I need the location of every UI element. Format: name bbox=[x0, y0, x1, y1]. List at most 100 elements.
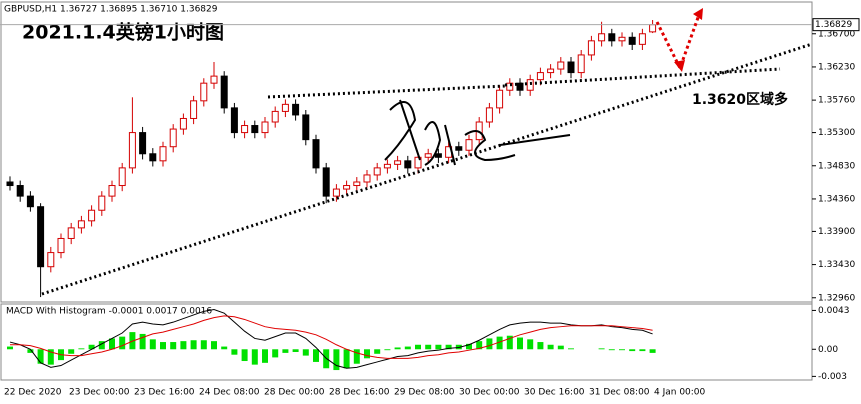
histogram-bar bbox=[27, 349, 34, 353]
y-tick-label: 1.32960 bbox=[818, 293, 855, 303]
candle-body bbox=[455, 146, 463, 151]
candle-body bbox=[577, 54, 585, 74]
histogram-bar bbox=[435, 344, 442, 350]
histogram-bar bbox=[78, 348, 85, 350]
x-tick-label: 31 Dec 08:00 bbox=[589, 388, 650, 398]
candle-body bbox=[210, 75, 218, 84]
candle-body bbox=[598, 33, 606, 42]
candle-body bbox=[118, 167, 126, 187]
y-tick-label: 1.35300 bbox=[818, 128, 855, 138]
histogram-bar bbox=[404, 346, 411, 350]
candle-body bbox=[434, 153, 442, 158]
histogram-bar bbox=[180, 341, 187, 350]
drawings bbox=[41, 8, 813, 296]
x-tick-label: 24 Dec 08:00 bbox=[199, 388, 260, 398]
histogram-bar bbox=[251, 349, 258, 365]
histogram-bar bbox=[394, 347, 401, 350]
histogram-bar bbox=[313, 349, 319, 362]
histogram-bar bbox=[109, 338, 115, 350]
candle-body bbox=[159, 146, 167, 162]
y-tick-label: 1.34830 bbox=[818, 161, 855, 171]
candle-body bbox=[496, 89, 504, 109]
x-tick-label: 30 Dec 00:00 bbox=[459, 388, 520, 398]
y-tick-label: 1.35760 bbox=[818, 96, 855, 106]
y-tick-label: 0.00 bbox=[818, 345, 838, 355]
histogram-bar bbox=[639, 349, 646, 352]
histogram-bar bbox=[88, 344, 95, 350]
candle-body bbox=[281, 103, 289, 112]
candle-body bbox=[465, 139, 473, 151]
histogram-bar bbox=[445, 344, 452, 350]
histogram-bar bbox=[302, 349, 309, 356]
histogram-bar bbox=[476, 341, 483, 350]
histogram-bar bbox=[139, 333, 146, 350]
histogram-bar bbox=[292, 349, 299, 352]
chart-title: 2021.1.4英镑1小时图 bbox=[22, 21, 224, 44]
histogram-bar bbox=[170, 342, 177, 350]
candle-body bbox=[638, 33, 646, 45]
histogram-bar bbox=[241, 349, 248, 362]
histogram-bar bbox=[282, 349, 289, 353]
candle-body bbox=[373, 167, 381, 176]
candle-body bbox=[587, 40, 595, 56]
candle-body bbox=[37, 206, 45, 268]
candle-body bbox=[98, 195, 106, 211]
macd-title: MACD With Histogram -0.0001 0.0017 0.001… bbox=[6, 307, 212, 317]
histogram-bar bbox=[353, 349, 360, 364]
macd-line bbox=[10, 315, 653, 359]
histogram-bar bbox=[190, 340, 197, 350]
annotation: 1.3620区域多 bbox=[692, 91, 788, 108]
y-tick-label: 1.33900 bbox=[818, 227, 855, 237]
candle-body bbox=[26, 195, 34, 208]
histogram-bar bbox=[598, 348, 605, 350]
histogram-bar bbox=[68, 349, 75, 354]
arrow bbox=[655, 11, 702, 72]
arrowhead bbox=[674, 60, 685, 72]
histogram-bar bbox=[272, 349, 279, 358]
candle-body bbox=[332, 188, 340, 197]
histogram-bar bbox=[496, 336, 503, 350]
x-tick-label: 22 Dec 2020 bbox=[4, 388, 62, 398]
candle-body bbox=[363, 174, 371, 183]
histogram-bar bbox=[517, 337, 523, 350]
signature bbox=[384, 99, 571, 166]
candle-body bbox=[230, 107, 238, 134]
x-tick-label: 4 Jan 00:00 bbox=[654, 388, 706, 398]
candle-body bbox=[57, 237, 65, 254]
candle-body bbox=[261, 121, 269, 134]
candle-body bbox=[88, 209, 96, 222]
candle-body bbox=[618, 36, 626, 42]
candle-body bbox=[271, 110, 279, 123]
histogram-bar bbox=[211, 341, 217, 350]
candle-body bbox=[312, 139, 320, 169]
histogram-bar bbox=[200, 340, 207, 350]
histogram-bar bbox=[231, 349, 238, 355]
macd-line bbox=[9, 309, 653, 369]
y-tick-label: 1.33430 bbox=[818, 260, 855, 270]
histogram-bar bbox=[649, 349, 656, 353]
candle-body bbox=[139, 132, 147, 155]
histogram-bar bbox=[506, 335, 513, 350]
histogram-bar bbox=[425, 344, 432, 350]
x-tick-label: 23 Dec 16:00 bbox=[134, 388, 195, 398]
candle-body bbox=[404, 160, 412, 169]
candle-body bbox=[77, 220, 85, 229]
histogram-bar bbox=[364, 349, 370, 359]
histogram-bar bbox=[384, 349, 391, 351]
last-price-label: 1.36829 bbox=[815, 20, 852, 30]
candle-body bbox=[302, 114, 310, 141]
histogram-bar bbox=[262, 349, 268, 363]
histogram-bar bbox=[333, 349, 340, 371]
histogram-bar bbox=[537, 342, 544, 350]
candle-body bbox=[292, 103, 300, 116]
trend-line bbox=[504, 67, 781, 87]
last-price-box bbox=[812, 18, 860, 32]
candle-body bbox=[241, 125, 249, 134]
candle-body bbox=[47, 252, 55, 268]
histogram-bar bbox=[629, 349, 636, 352]
histogram-bar bbox=[486, 338, 493, 350]
candle-body bbox=[16, 185, 24, 197]
x-tick-label: 28 Dec 00:00 bbox=[264, 388, 325, 398]
